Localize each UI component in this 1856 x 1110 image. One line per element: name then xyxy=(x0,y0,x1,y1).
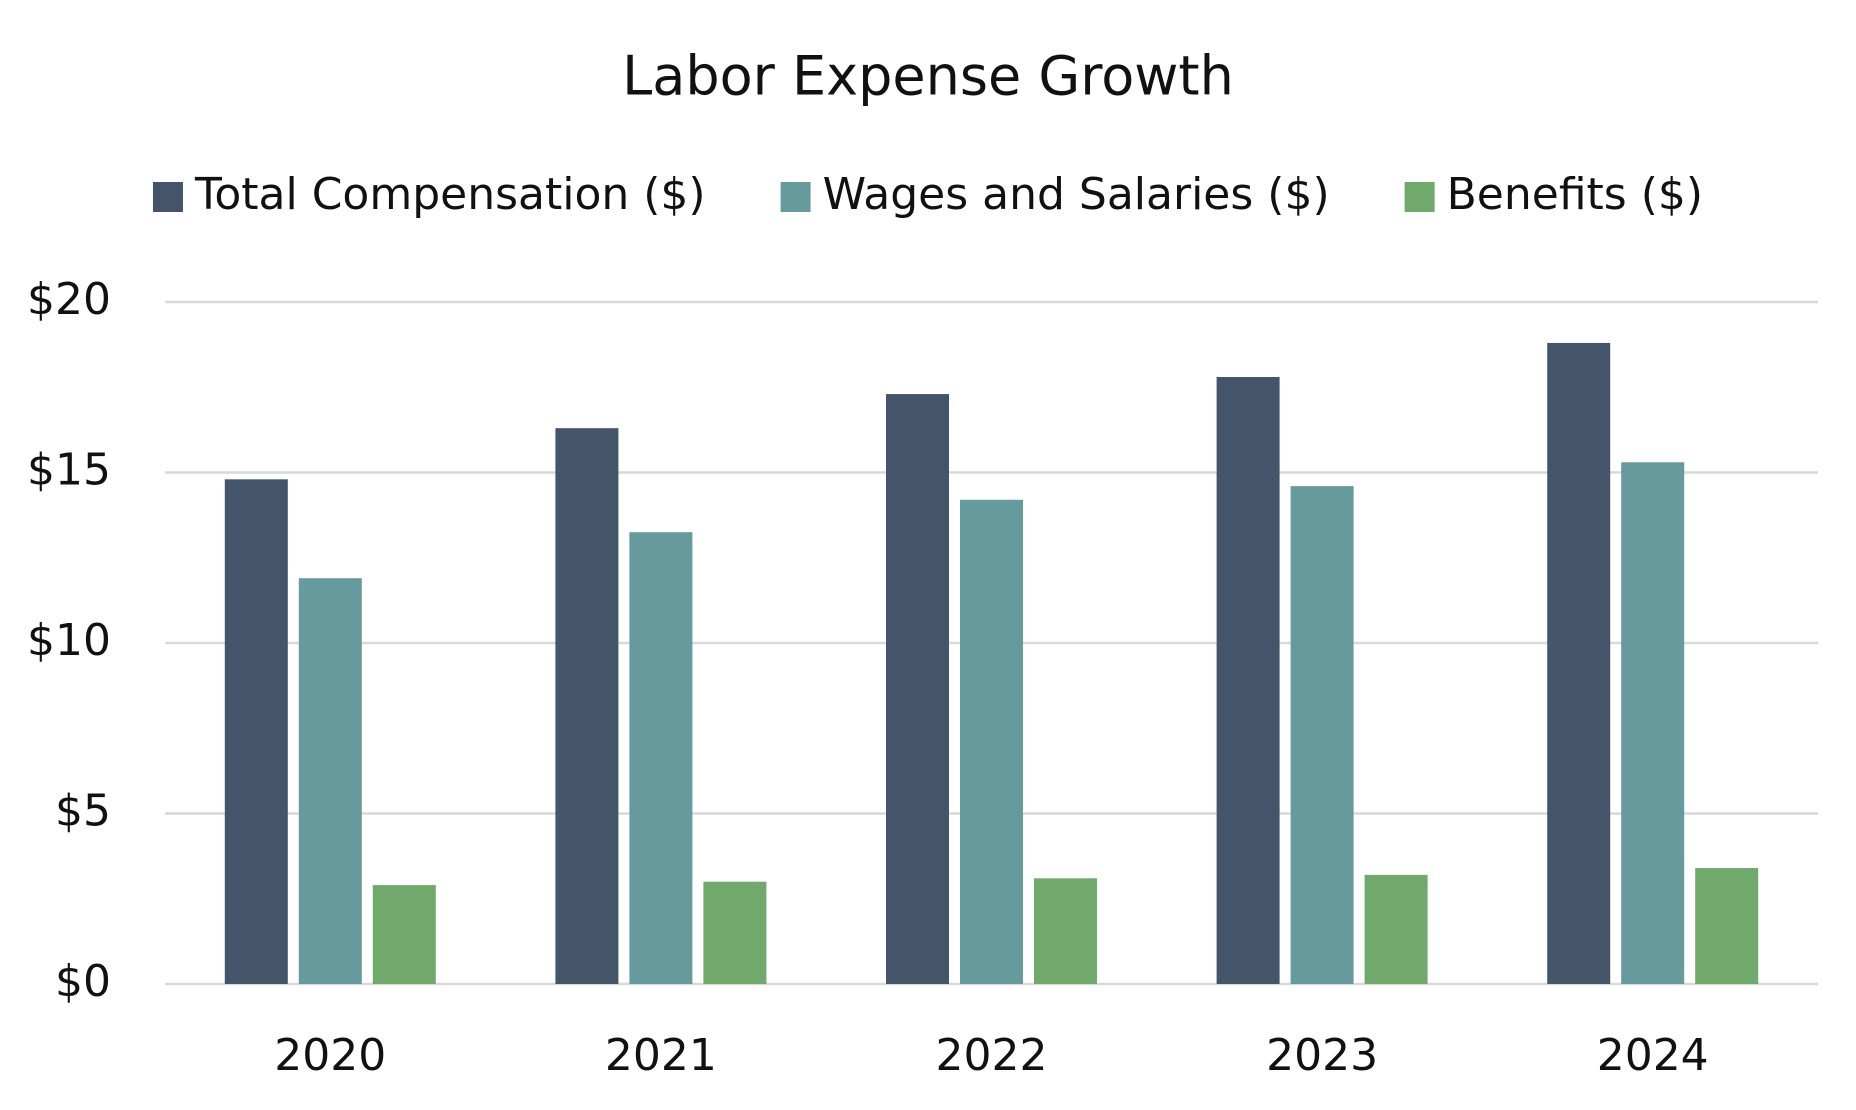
x-tick-label: 2024 xyxy=(1597,1030,1709,1081)
bar xyxy=(1034,878,1097,984)
legend-label: Wages and Salaries ($) xyxy=(823,169,1330,220)
bar xyxy=(224,479,288,984)
legend-swatch xyxy=(152,182,183,212)
legend-swatch xyxy=(780,182,811,212)
bar xyxy=(555,428,619,984)
y-tick-label: $20 xyxy=(27,274,111,325)
y-tick-label: $0 xyxy=(55,956,111,1007)
y-tick-label: $5 xyxy=(55,786,111,837)
legend-label: Total Compensation ($) xyxy=(194,169,706,220)
y-tick-label: $15 xyxy=(27,445,111,496)
bar xyxy=(1290,486,1354,984)
bar xyxy=(629,532,693,984)
x-tick-label: 2021 xyxy=(605,1030,717,1081)
legend-label: Benefits ($) xyxy=(1447,169,1703,220)
chart-title: Labor Expense Growth xyxy=(622,45,1234,108)
bar xyxy=(1695,868,1759,984)
bar xyxy=(1364,874,1428,984)
x-tick-label: 2023 xyxy=(1266,1030,1378,1081)
bar xyxy=(372,885,436,984)
bar xyxy=(1216,377,1280,984)
bar xyxy=(960,499,1023,984)
bar xyxy=(703,881,767,984)
x-tick-label: 2022 xyxy=(936,1030,1048,1081)
bar xyxy=(298,578,362,984)
bar xyxy=(1621,462,1685,984)
y-tick-label: $10 xyxy=(27,615,111,666)
bar xyxy=(1547,342,1611,984)
x-tick-label: 2020 xyxy=(274,1030,386,1081)
bar xyxy=(886,394,949,984)
legend-swatch xyxy=(1404,182,1435,212)
